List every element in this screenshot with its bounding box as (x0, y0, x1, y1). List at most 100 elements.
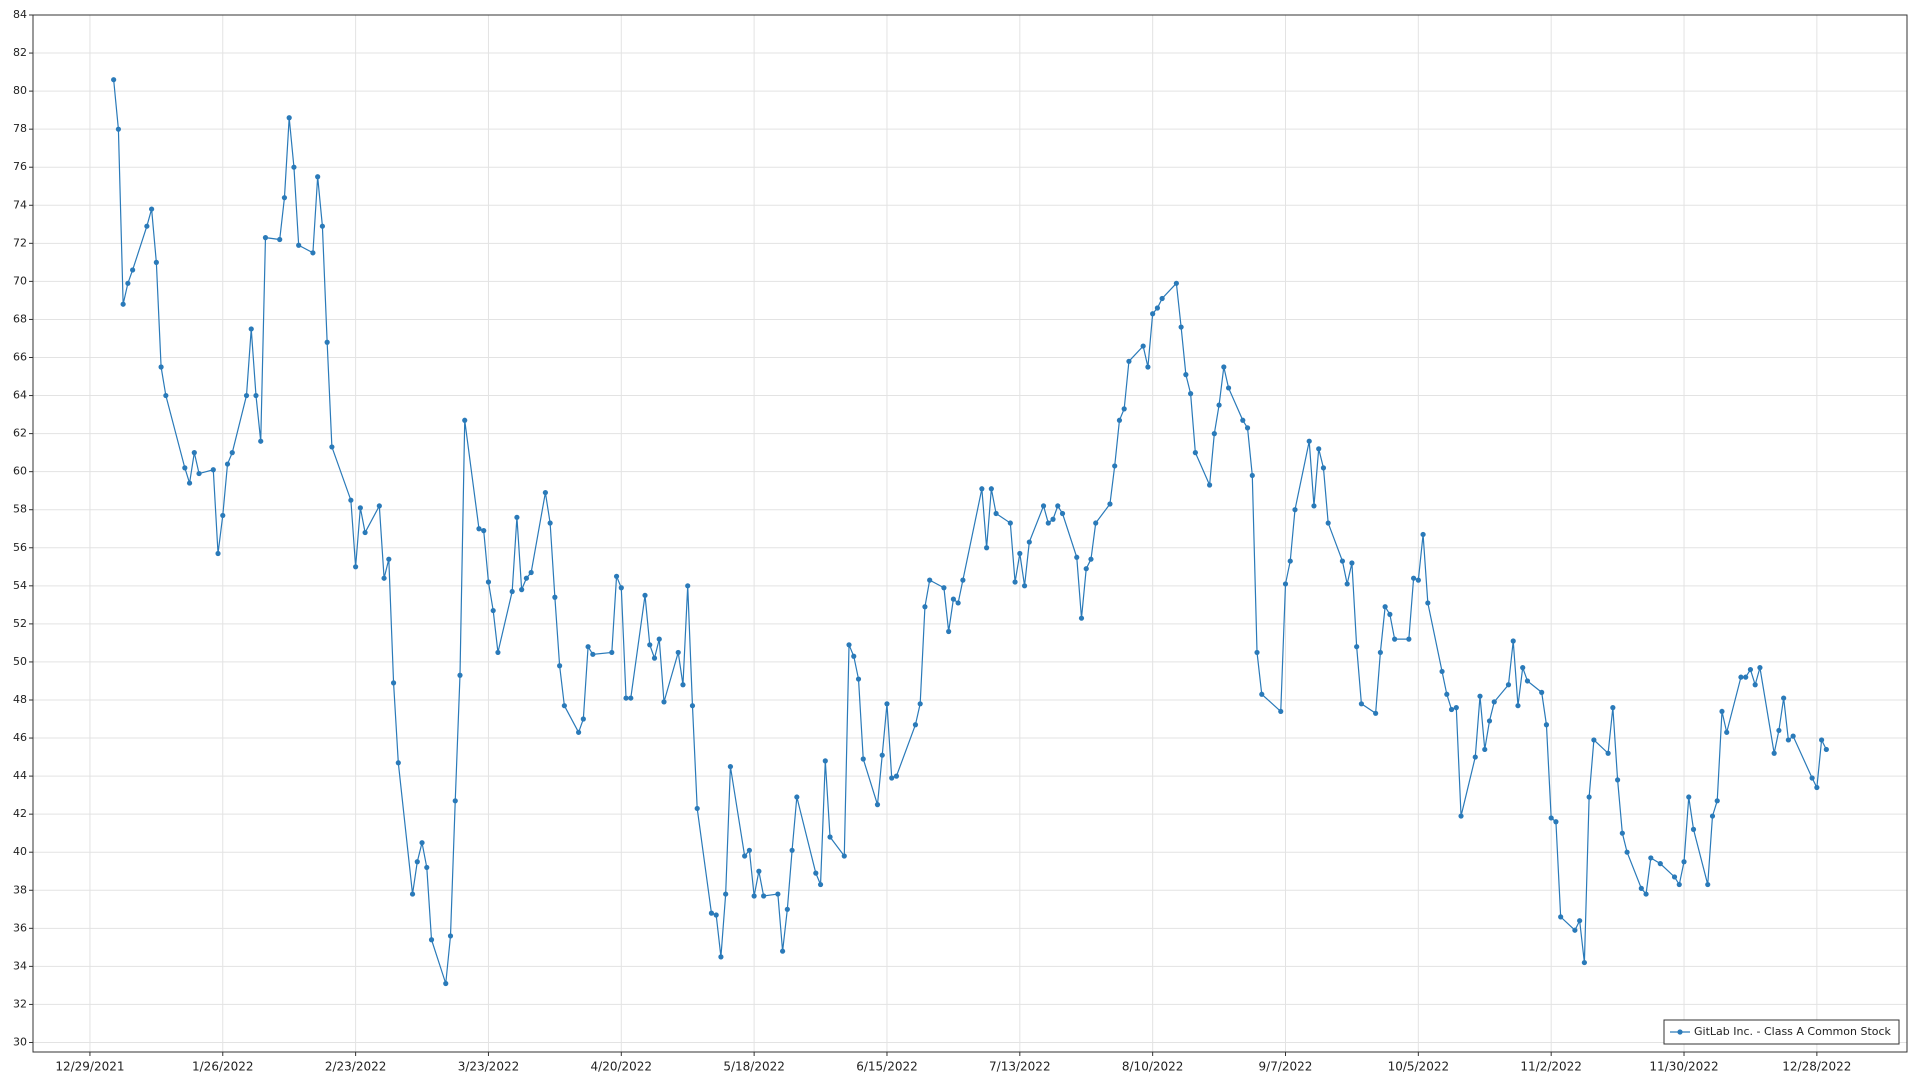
data-point (1240, 417, 1246, 423)
data-point (1354, 644, 1360, 650)
x-tick-label: 11/30/2022 (1649, 1060, 1718, 1074)
y-tick-label: 58 (13, 503, 27, 516)
data-point (1112, 463, 1118, 469)
y-tick-label: 66 (13, 350, 27, 363)
data-point (780, 948, 786, 954)
data-point (656, 636, 662, 642)
data-point (1420, 531, 1426, 538)
data-point (1614, 777, 1621, 783)
y-tick-label: 32 (13, 997, 27, 1010)
data-point (1638, 885, 1644, 891)
y-tick-label: 84 (13, 8, 27, 21)
y-tick-label: 74 (13, 198, 27, 211)
data-point (319, 223, 326, 229)
data-point (1040, 503, 1047, 509)
y-tick-label: 42 (13, 807, 27, 820)
data-point (817, 881, 824, 888)
data-point (1510, 638, 1516, 644)
data-point (1724, 729, 1730, 735)
data-point (390, 680, 397, 686)
data-point (1776, 727, 1782, 734)
data-point (324, 339, 330, 345)
data-point (1377, 649, 1383, 656)
data-point (1581, 959, 1587, 966)
y-tick-label: 60 (13, 465, 27, 478)
data-point (253, 392, 259, 399)
data-point (1045, 520, 1051, 526)
data-point (761, 893, 767, 899)
data-point (224, 461, 231, 467)
data-point (1548, 815, 1554, 821)
data-point (1553, 819, 1559, 825)
data-point (1021, 583, 1028, 589)
data-point (1292, 507, 1298, 513)
data-point (381, 575, 387, 581)
data-point (1624, 849, 1630, 855)
data-point (419, 840, 425, 846)
data-point (281, 195, 288, 201)
data-point (310, 250, 316, 256)
data-point (1311, 503, 1317, 509)
data-point (210, 467, 216, 473)
data-point (1657, 861, 1663, 867)
data-point (457, 672, 463, 678)
data-point (1444, 691, 1450, 697)
data-point (917, 701, 923, 707)
y-tick-label: 82 (13, 46, 27, 59)
x-tick-label: 9/7/2022 (1259, 1060, 1313, 1074)
data-point (789, 847, 795, 853)
data-point (1249, 472, 1255, 479)
data-point (1140, 343, 1146, 349)
data-point (552, 594, 558, 600)
data-point (163, 392, 169, 399)
data-point (784, 906, 790, 912)
data-point (329, 444, 335, 450)
data-point (1216, 402, 1222, 408)
data-point (1244, 425, 1251, 431)
data-point (243, 392, 250, 399)
data-point (1809, 775, 1815, 781)
data-point (1619, 830, 1625, 836)
data-point (1344, 581, 1350, 587)
data-point (514, 514, 520, 520)
data-point (927, 577, 933, 583)
data-point (196, 470, 202, 477)
data-point (1107, 501, 1113, 507)
data-point (542, 489, 548, 496)
data-point (1410, 575, 1417, 581)
y-tick-label: 52 (13, 617, 27, 630)
data-point (775, 891, 781, 897)
data-point (689, 703, 696, 709)
data-point (1254, 649, 1260, 656)
data-point (547, 520, 553, 526)
data-point (1225, 385, 1232, 391)
data-point (1007, 520, 1013, 526)
data-point (1387, 611, 1393, 617)
data-point (1287, 558, 1293, 564)
data-point (960, 577, 966, 583)
y-tick-label: 76 (13, 160, 27, 173)
data-point (296, 242, 302, 248)
data-point (291, 164, 297, 170)
data-point (1648, 855, 1654, 861)
data-point (490, 607, 496, 614)
data-point (746, 847, 752, 853)
data-point (1676, 881, 1682, 888)
data-point (751, 893, 757, 899)
data-point (879, 752, 885, 758)
data-point (1406, 636, 1412, 642)
data-point (424, 864, 430, 871)
data-point (993, 510, 999, 517)
data-point (357, 505, 363, 511)
data-point (277, 236, 283, 243)
x-tick-label: 8/10/2022 (1122, 1060, 1184, 1074)
data-point (680, 682, 686, 688)
data-point (1121, 406, 1127, 412)
data-point (727, 763, 734, 770)
data-point (1083, 566, 1089, 572)
data-point (1150, 311, 1156, 317)
legend-label: GitLab Inc. - Class A Common Stock (1694, 1025, 1892, 1038)
data-point (713, 912, 719, 918)
data-point (481, 528, 487, 534)
data-point (1814, 784, 1820, 791)
